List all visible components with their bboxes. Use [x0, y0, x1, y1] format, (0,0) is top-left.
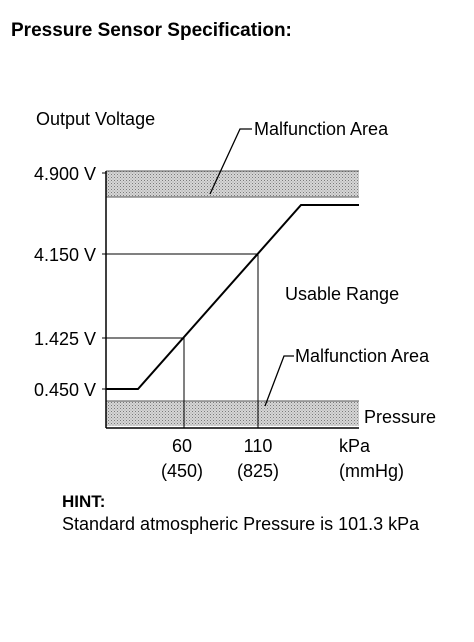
hint-body: Standard atmospheric Pressure is 101.3 k…	[62, 514, 420, 534]
x-tick-label-60-mmhg: (450)	[161, 461, 203, 481]
x-unit-alt-label: (mmHg)	[339, 461, 404, 481]
hint-title: HINT:	[62, 492, 106, 511]
y-tick-label-1425: 1.425 V	[34, 329, 96, 349]
lower-malfunction-label: Malfunction Area	[295, 346, 430, 366]
upper-malfunction-label: Malfunction Area	[254, 119, 389, 139]
x-tick-label-110-mmhg: (825)	[237, 461, 279, 481]
y-tick-label-4150: 4.150 V	[34, 245, 96, 265]
upper-malfunction-band	[106, 171, 359, 197]
lower-malfunction-band	[106, 401, 359, 426]
lower-malfunction-leader	[264, 355, 294, 407]
x-tick-label-110: 110	[244, 436, 273, 456]
x-unit-label: kPa	[339, 436, 371, 456]
y-axis-label: Output Voltage	[36, 109, 155, 129]
y-tick-label-0450: 0.450 V	[34, 380, 96, 400]
x-tick-label-60: 60	[172, 436, 192, 456]
usable-range-label: Usable Range	[285, 284, 399, 304]
upper-malfunction-leader	[209, 128, 252, 195]
output-voltage-curve	[106, 204, 359, 390]
pressure-label: Pressure	[364, 407, 436, 427]
page-title: Pressure Sensor Specification:	[11, 20, 292, 41]
y-tick-label-4900: 4.900 V	[34, 164, 96, 184]
